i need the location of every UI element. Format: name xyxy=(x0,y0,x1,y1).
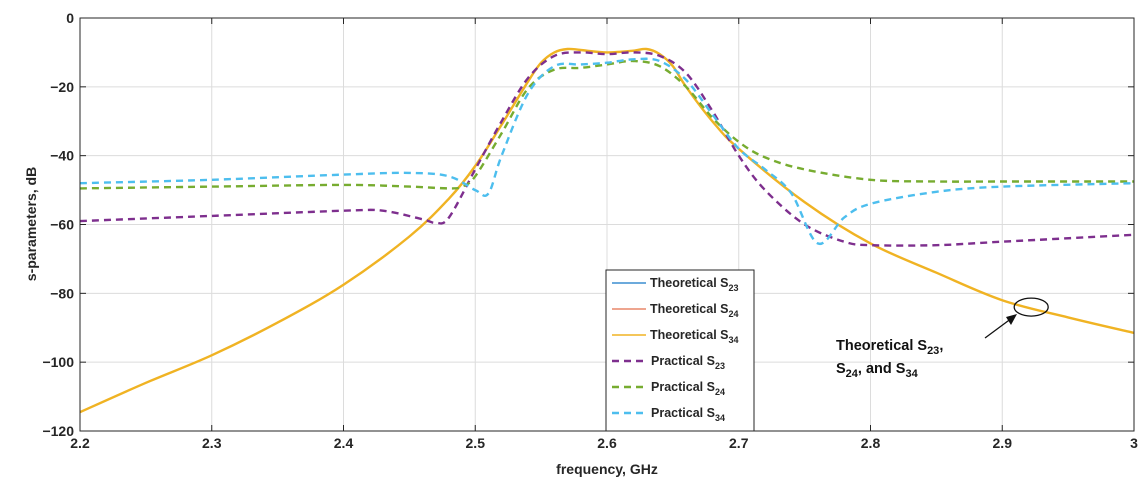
annotation-line-1: Theoretical S23, xyxy=(836,338,943,357)
series-line-theoretical-s34 xyxy=(79,47,1135,414)
x-tick-label: 2.9 xyxy=(993,435,1013,451)
y-tick-label: −100 xyxy=(42,354,74,370)
series-line-practical-s24 xyxy=(79,59,1134,190)
annotation-l1-main: Theoretical S xyxy=(836,338,927,354)
annotation-l2-b: , and S xyxy=(858,361,906,377)
annotation-arrow xyxy=(984,317,1013,339)
y-tick-label: −120 xyxy=(42,423,74,439)
legend-label-sub: 23 xyxy=(715,361,725,371)
legend-label-main: Theoretical S xyxy=(650,276,729,290)
legend-label-main: Practical S xyxy=(651,354,715,368)
axis-ticks: 2.2 2.3 2.4 2.5 2.6 2.7 2.8 2.9 3 0 −20 −40 −60 −80 −1… xyxy=(42,10,1138,451)
legend-label-1: Theoretical S24 xyxy=(650,302,739,319)
legend-label-sub: 34 xyxy=(715,413,725,423)
legend-label-main: Practical S xyxy=(651,380,715,394)
x-axis-label: frequency, GHz xyxy=(556,461,658,477)
annotation-l2-sub2: 34 xyxy=(905,368,918,380)
legend-label-2: Theoretical S34 xyxy=(650,328,739,345)
y-tick-label: 0 xyxy=(66,10,74,26)
annotation-l1-sub: 23 xyxy=(927,345,939,357)
series-line-practical-s34 xyxy=(79,57,1135,245)
annotation: Theoretical S23, S24, and S34 xyxy=(836,297,1049,380)
y-tick-label: −80 xyxy=(50,285,74,301)
legend-label-5: Practical S34 xyxy=(651,406,725,423)
x-tick-label: 2.4 xyxy=(334,435,354,451)
annotation-ellipse xyxy=(1013,297,1049,317)
legend-label-main: Theoretical S xyxy=(650,328,729,342)
legend-label-3: Practical S23 xyxy=(651,354,725,371)
annotation-line-2: S24, and S34 xyxy=(836,361,919,380)
x-tick-label: 2.6 xyxy=(597,435,617,451)
y-axis-label: s-parameters, dB xyxy=(23,167,39,281)
y-tick-label: −20 xyxy=(50,79,74,95)
x-tick-label: 2.7 xyxy=(729,435,749,451)
annotation-l2-sub1: 24 xyxy=(846,368,859,380)
x-tick-label: 2.5 xyxy=(466,435,486,451)
series-line-practical-s23 xyxy=(79,51,1135,247)
x-tick-label: 2.8 xyxy=(861,435,881,451)
legend-label-sub: 34 xyxy=(729,335,739,345)
legend-label-sub: 24 xyxy=(729,309,739,319)
legend-label-sub: 23 xyxy=(729,283,739,293)
legend-label-0: Theoretical S23 xyxy=(650,276,739,293)
annotation-l1-tail: , xyxy=(939,338,943,354)
annotation-l2-a: S xyxy=(836,361,846,377)
legend-label-sub: 24 xyxy=(715,387,725,397)
x-tick-label: 2.3 xyxy=(202,435,222,451)
x-tick-label: 3 xyxy=(1130,435,1138,451)
y-tick-label: −60 xyxy=(50,217,74,233)
y-tick-label: −40 xyxy=(50,148,74,164)
legend-label-4: Practical S24 xyxy=(651,380,725,397)
plot-area xyxy=(79,47,1135,414)
x-tick-label: 2.2 xyxy=(70,435,90,451)
legend-label-main: Theoretical S xyxy=(650,302,729,316)
annotation-arrowhead xyxy=(1006,314,1017,325)
legend-label-main: Practical S xyxy=(651,406,715,420)
legend-box xyxy=(605,269,755,432)
